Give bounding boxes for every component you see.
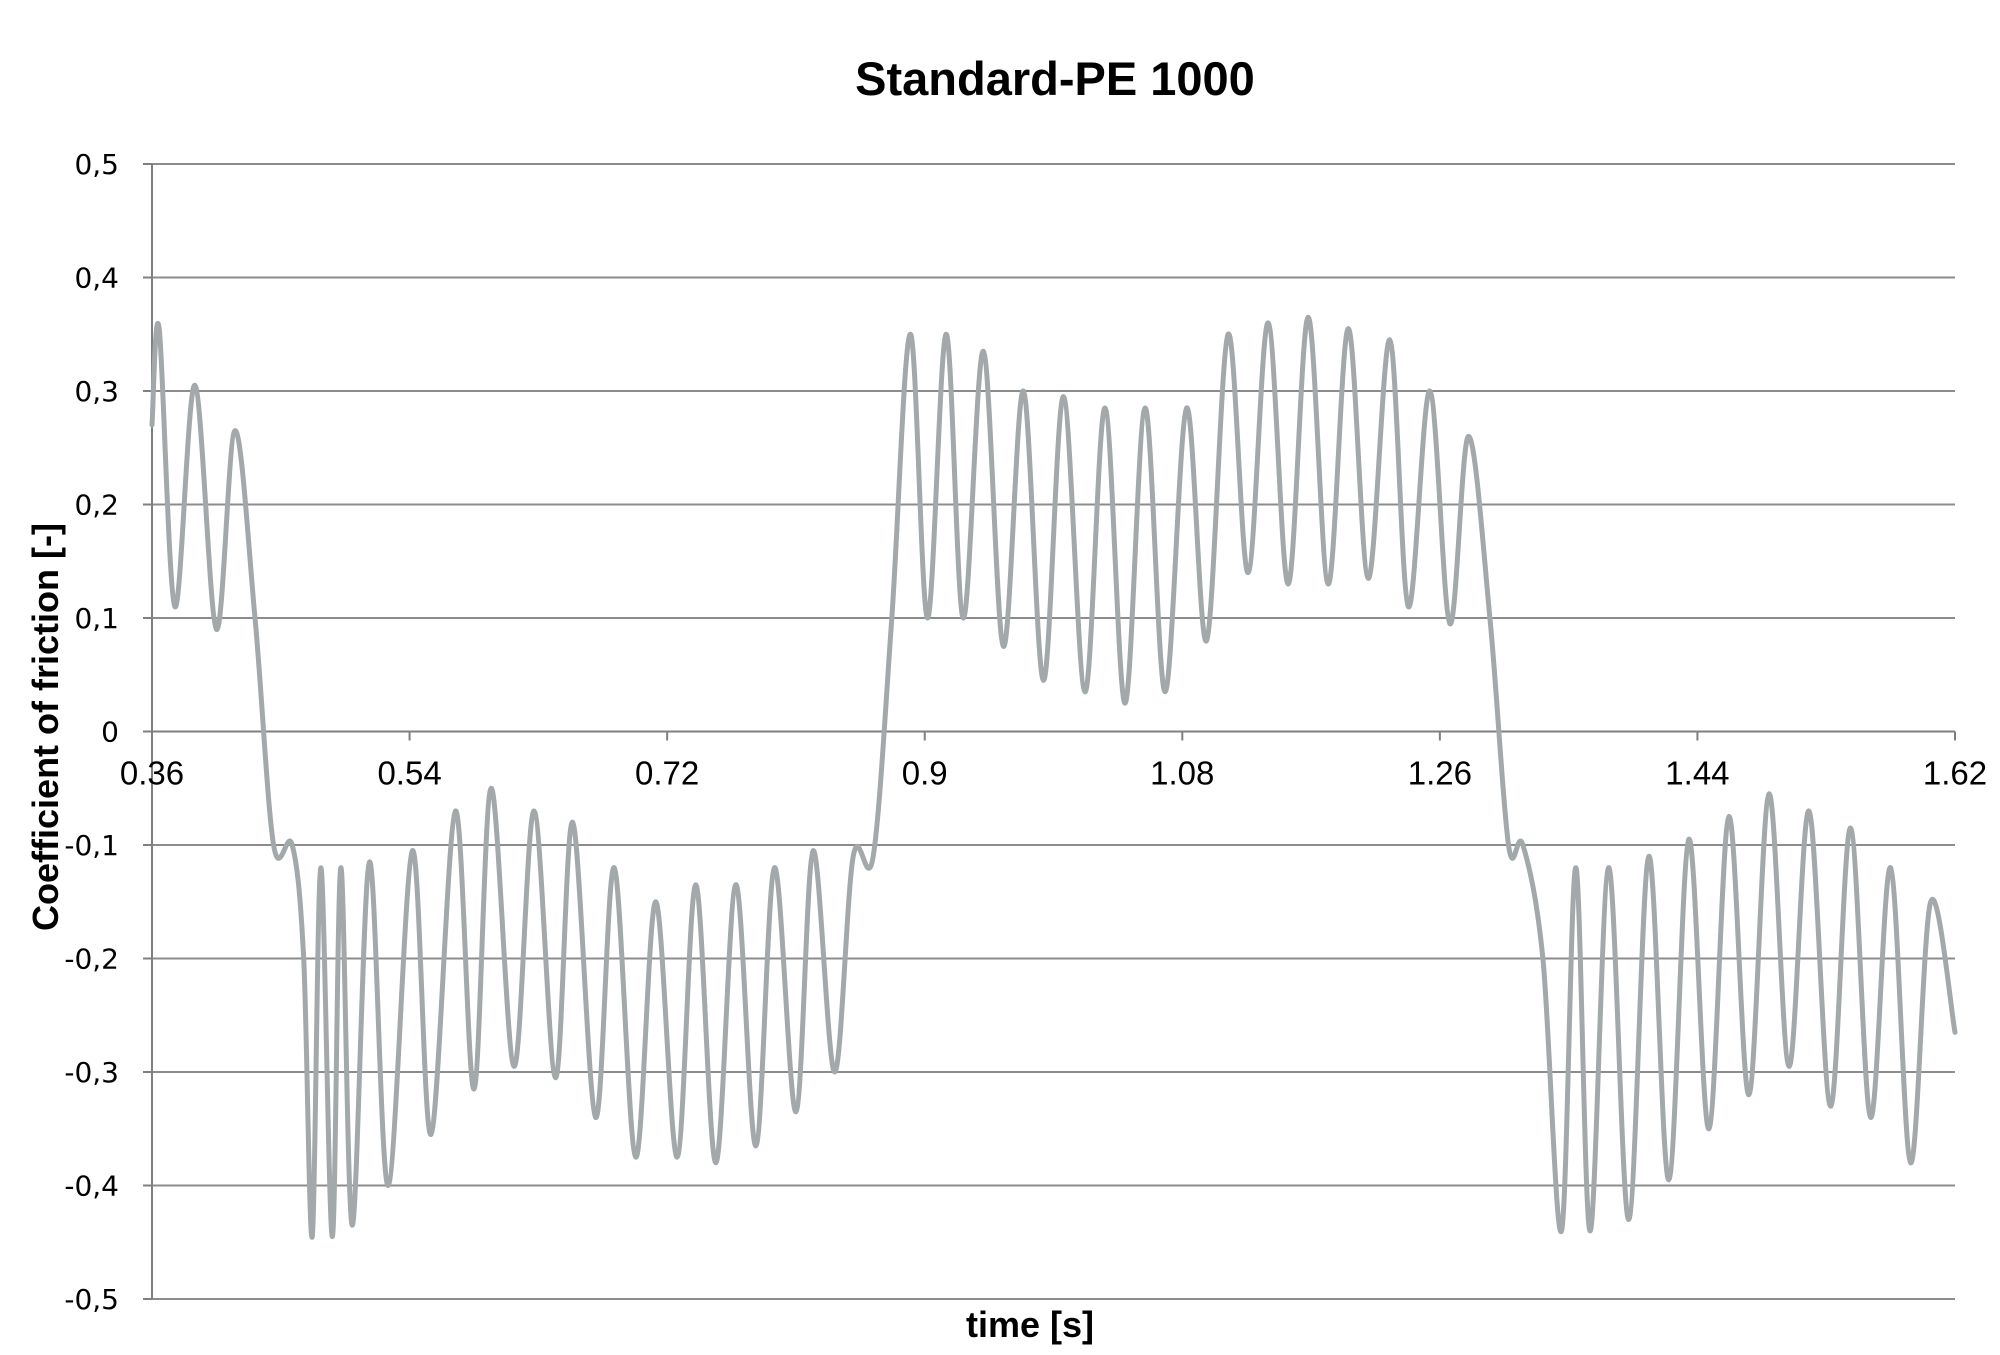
chart-title: Standard-PE 1000 xyxy=(855,52,1255,105)
x-tick-labels: 0.36 0.54 0.72 0.9 1.08 1.26 1.44 1.62 xyxy=(120,755,1987,792)
y-tick-label: 0,1 xyxy=(74,602,119,635)
x-tick-label: 1.44 xyxy=(1665,755,1729,792)
x-axis-title: time [s] xyxy=(966,1304,1094,1345)
x-tick-label: 0.9 xyxy=(902,755,948,792)
x-tick-label: 0.54 xyxy=(377,755,441,792)
y-tick-label: -0,1 xyxy=(64,829,119,862)
y-tick-label: -0,2 xyxy=(64,943,119,976)
y-tick-labels: 0,5 0,4 0,3 0,2 0,1 0 -0,1 -0,2 -0,3 -0,4 -0,5 xyxy=(64,148,119,1316)
x-tick-label: 1.08 xyxy=(1150,755,1214,792)
y-tick-label: 0,2 xyxy=(74,489,119,522)
y-tick-label: 0,3 xyxy=(74,375,119,408)
series-layer xyxy=(149,314,1958,1240)
y-axis-title: Coefficient of friction [-] xyxy=(25,523,66,931)
series-line-0 xyxy=(149,314,1958,1240)
y-tick-label: -0,5 xyxy=(64,1283,119,1316)
x-tick-label: 0.72 xyxy=(635,755,699,792)
y-tick-label: -0,3 xyxy=(64,1056,119,1089)
x-tick-label: 1.62 xyxy=(1923,755,1987,792)
x-tick-label: 1.26 xyxy=(1408,755,1472,792)
y-tick-label: 0 xyxy=(101,716,119,749)
y-tick-label: 0,5 xyxy=(74,148,119,181)
x-tick-label: 0.36 xyxy=(120,755,184,792)
y-tick-label: 0,4 xyxy=(74,262,119,295)
axes xyxy=(143,163,1956,1300)
y-tick-label: -0,4 xyxy=(64,1170,119,1203)
